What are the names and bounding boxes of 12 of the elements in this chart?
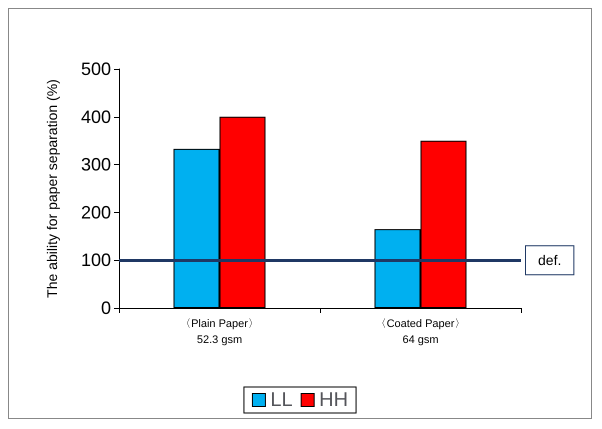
legend-label: LL bbox=[270, 389, 293, 411]
y-tick-label: 200 bbox=[80, 202, 111, 222]
y-tick-label: 300 bbox=[80, 154, 111, 175]
y-tick-label: 0 bbox=[100, 298, 111, 318]
y-axis-title: The ability for paper separation (%) bbox=[44, 79, 60, 298]
y-tick-label: 400 bbox=[80, 106, 111, 127]
legend-label: HH bbox=[319, 389, 348, 411]
x-tick-label: 〈Plain Paper〉 52.3 gsm bbox=[180, 318, 259, 346]
ref-line-label: def. bbox=[538, 252, 562, 268]
x-tick-label: 〈Coated Paper〉 64 gsm bbox=[376, 318, 466, 346]
y-tick-label: 100 bbox=[80, 250, 111, 270]
y-tick-label: 500 bbox=[80, 59, 111, 79]
